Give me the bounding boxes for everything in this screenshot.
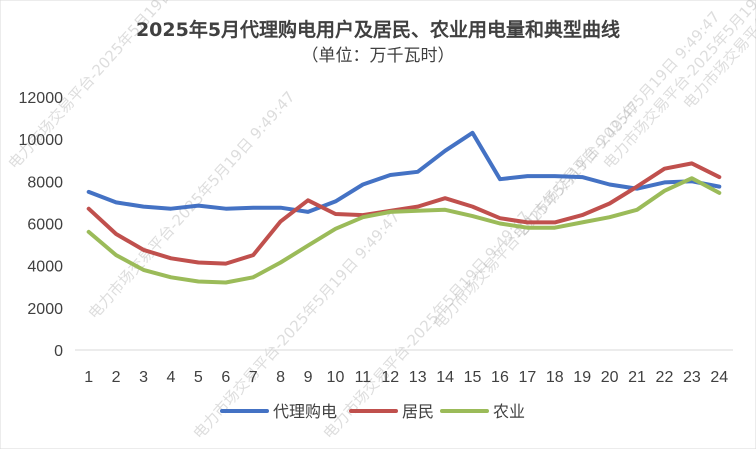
x-tick-label: 21 (628, 369, 646, 386)
x-tick-label: 3 (139, 369, 148, 386)
x-tick-label: 23 (683, 369, 701, 386)
x-tick-label: 20 (601, 369, 619, 386)
y-tick-label: 8000 (27, 174, 63, 191)
legend: 代理购电 居民 农业 (220, 402, 525, 421)
x-tick-label: 9 (304, 369, 313, 386)
chart-title: 2025年5月代理购电用户及居民、农业用电量和典型曲线 (136, 18, 620, 41)
x-tick-label: 22 (656, 369, 674, 386)
y-tick-label: 10000 (19, 132, 64, 149)
series-line-0 (86, 130, 722, 214)
x-tick-label: 13 (409, 369, 427, 386)
legend-label-2: 农业 (493, 402, 525, 421)
x-tick-label: 5 (194, 369, 203, 386)
y-tick-label: 2000 (27, 301, 63, 318)
x-tick-label: 12 (381, 369, 399, 386)
x-tick-label: 19 (573, 369, 591, 386)
x-tick-label: 16 (491, 369, 509, 386)
series-line-1 (86, 161, 722, 266)
x-tick-label: 24 (710, 369, 728, 386)
y-tick-label: 0 (54, 343, 63, 360)
x-tick-label: 1 (84, 369, 93, 386)
series-line-2 (86, 176, 722, 285)
x-tick-label: 10 (327, 369, 345, 386)
y-tick-label: 6000 (27, 217, 63, 234)
legend-label-0: 代理购电 (273, 402, 337, 421)
x-tick-label: 7 (249, 369, 258, 386)
y-tick-label: 12000 (19, 90, 64, 107)
y-axis-ticks: 0 2000 4000 6000 8000 10000 12000 (19, 90, 64, 360)
x-tick-label: 14 (436, 369, 454, 386)
x-tick-label: 11 (355, 369, 372, 386)
chart-subtitle: （单位：万千瓦时） (302, 46, 455, 66)
x-tick-label: 4 (167, 369, 176, 386)
series-layer (86, 130, 722, 285)
x-tick-label: 6 (221, 369, 230, 386)
y-tick-label: 4000 (27, 259, 63, 276)
x-tick-label: 17 (518, 369, 536, 386)
legend-label-1: 居民 (402, 402, 434, 421)
x-tick-label: 15 (464, 369, 482, 386)
x-tick-label: 18 (546, 369, 564, 386)
x-tick-label: 8 (276, 369, 285, 386)
x-axis-ticks: 1 2 3 4 5 6 7 8 9 10 11 12 13 14 15 16 17 18 19 20 21 22 23 24 (84, 369, 728, 386)
x-tick-label: 2 (112, 369, 121, 386)
